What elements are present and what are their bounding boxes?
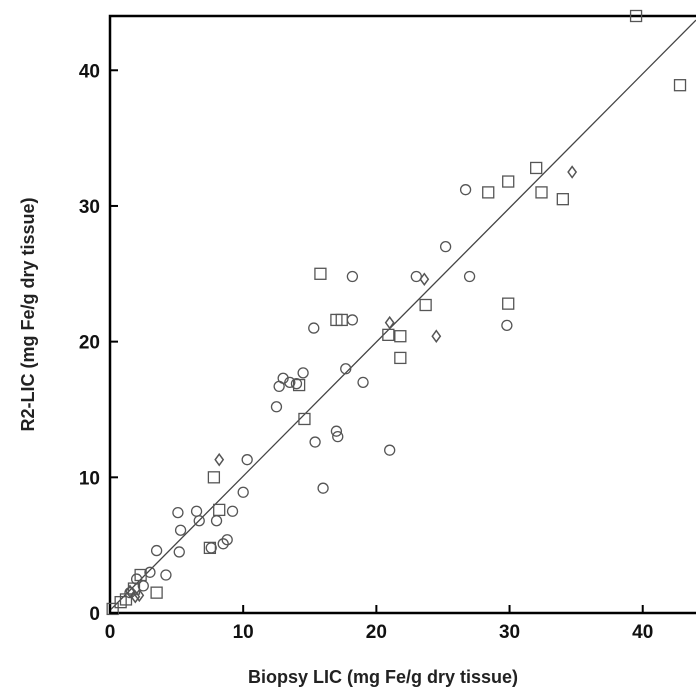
x-tick-label: 30 — [499, 622, 520, 643]
circle-point — [150, 544, 163, 557]
circle-point — [210, 515, 223, 527]
circle-point — [463, 270, 476, 283]
square-point — [629, 9, 643, 23]
square-point — [106, 602, 119, 616]
circle-point — [226, 505, 239, 517]
square-point — [203, 541, 217, 555]
square-point — [382, 328, 395, 342]
circle-point — [439, 241, 452, 253]
circle-point — [284, 376, 296, 388]
square-point — [292, 378, 306, 392]
x-tick-label: 40 — [632, 622, 653, 643]
circle-point — [459, 184, 472, 196]
plot-frame — [108, 14, 696, 615]
y-tick-label: 40 — [79, 61, 100, 82]
circle-point — [172, 506, 184, 519]
regression-line — [109, 19, 696, 611]
circle-point — [317, 482, 329, 494]
y-axis-label: R2-LIC (mg Fe/g dry tissue) — [18, 197, 38, 431]
circle-point — [193, 515, 205, 527]
circle-point — [217, 538, 229, 550]
plot-area — [108, 14, 696, 615]
circle-point — [332, 430, 344, 443]
circle-point — [410, 270, 422, 283]
circle-point — [309, 436, 321, 448]
x-tick-label: 20 — [366, 622, 387, 643]
y-tick-label: 20 — [79, 333, 100, 354]
circle-point — [384, 444, 396, 456]
circle-point — [357, 376, 369, 388]
diamond-point — [134, 588, 145, 603]
square-point — [119, 593, 133, 606]
circle-point — [130, 573, 143, 585]
diamond-point — [567, 165, 578, 179]
y-tick-label: 30 — [79, 197, 100, 218]
circle-point — [290, 378, 303, 390]
square-point — [335, 313, 348, 327]
circle-point — [330, 425, 343, 437]
square-point — [673, 79, 687, 92]
diamond-point — [125, 584, 135, 599]
circle-point — [144, 566, 156, 578]
square-point — [419, 298, 432, 312]
circle-point — [297, 367, 309, 379]
circle-point — [160, 569, 172, 581]
circle-point — [308, 322, 320, 334]
circle-point — [190, 505, 203, 517]
x-tick-label: 0 — [105, 622, 116, 643]
y-tick-label: 10 — [79, 468, 100, 489]
circle-point — [340, 363, 352, 375]
square-point — [482, 186, 495, 199]
square-point — [394, 330, 407, 343]
diamond-point — [419, 272, 430, 286]
x-tick-label: 10 — [233, 622, 254, 643]
circle-point — [205, 542, 217, 554]
square-point — [502, 175, 515, 188]
points-layer — [106, 9, 687, 616]
circle-point — [173, 546, 185, 558]
square-point — [556, 193, 569, 206]
square-point — [134, 568, 147, 582]
circle-point — [501, 319, 513, 332]
fit-line-layer — [109, 19, 696, 611]
square-point — [298, 412, 311, 426]
square-point — [314, 267, 327, 280]
x-axis-label: Biopsy LIC (mg Fe/g dry tissue) — [248, 667, 518, 687]
square-point — [535, 186, 548, 199]
diamond-point — [431, 329, 442, 343]
square-point — [213, 503, 226, 517]
y-tick-label: 0 — [89, 604, 100, 625]
x-axis-ticks: 0 10 20 30 40 — [105, 605, 653, 643]
circle-point — [174, 524, 187, 536]
circle-point — [241, 454, 253, 466]
diamond-point — [214, 452, 225, 467]
square-point — [530, 161, 543, 175]
square-point — [207, 471, 221, 484]
square-point — [394, 351, 407, 365]
square-point — [150, 586, 163, 599]
circle-point — [270, 401, 283, 413]
y-axis-ticks: 0 10 20 30 40 — [79, 61, 118, 625]
diamond-point — [130, 589, 141, 604]
circle-point — [221, 534, 233, 546]
diamond-point — [384, 315, 395, 330]
square-point — [502, 297, 515, 310]
circle-point — [346, 314, 359, 326]
circle-point — [346, 270, 359, 283]
circle-point — [237, 486, 249, 498]
